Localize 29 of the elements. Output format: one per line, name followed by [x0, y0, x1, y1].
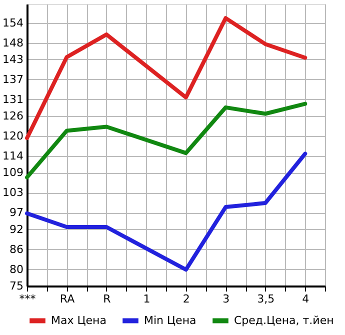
y-tick-label: 97 — [10, 206, 24, 220]
y-tick-label: 109 — [2, 166, 24, 180]
y-tick-label: 154 — [2, 16, 24, 30]
y-tick-label: 75 — [10, 280, 24, 292]
y-tick-label: 92 — [10, 222, 24, 236]
y-tick-label: 120 — [2, 130, 24, 143]
line-series — [25, 152, 308, 272]
y-tick-label: 131 — [2, 92, 24, 106]
x-tick-label: 1 — [143, 292, 150, 306]
legend-label: Max Цена — [51, 314, 106, 327]
y-tick-label: 103 — [2, 186, 24, 200]
line-series — [25, 102, 308, 180]
y-tick-label: 143 — [2, 52, 24, 66]
y-tick-label: 114 — [2, 150, 24, 163]
line-series — [25, 16, 308, 140]
x-tick-label: R — [103, 292, 112, 306]
y-tick-label: 86 — [10, 242, 24, 256]
x-tick-label: 3 — [222, 292, 230, 306]
y-tick-label: 80 — [10, 262, 24, 276]
x-tick-label: *** — [19, 292, 36, 306]
y-tick-label: 137 — [2, 72, 24, 86]
y-tick-label: 126 — [2, 110, 24, 123]
x-tick-label: 2 — [182, 292, 190, 306]
x-tick-label: RA — [60, 292, 76, 306]
x-tick-label: 3,5 — [257, 292, 275, 306]
y-tick-label: 148 — [2, 36, 24, 50]
x-tick-label: 4 — [302, 292, 310, 306]
legend-label: Min Цена — [144, 314, 196, 327]
legend-label: Сред.Цена, т.йен — [234, 314, 334, 327]
